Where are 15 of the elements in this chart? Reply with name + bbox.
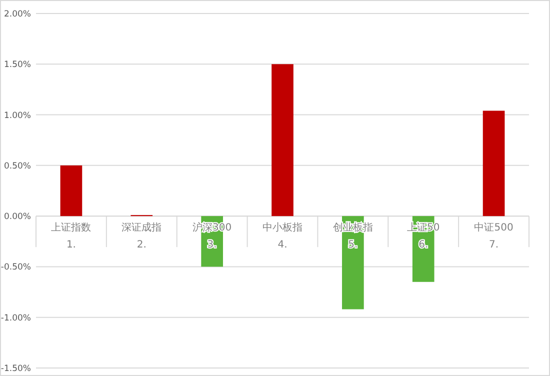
- bar: [272, 64, 294, 216]
- y-tick-label: 1.00%: [4, 110, 31, 121]
- x-tick-label: 深证成指 2.: [122, 222, 162, 251]
- y-tick-label: -1.50%: [0, 364, 31, 374]
- y-tick-label: 0.00%: [4, 212, 31, 222]
- x-tick-label: 上证指数 1.: [51, 222, 92, 251]
- y-tick-label: 2.00%: [4, 9, 31, 20]
- bar: [60, 165, 82, 216]
- y-tick-label: 0.50%: [4, 161, 31, 172]
- y-tick-label: -0.50%: [0, 262, 31, 273]
- x-tick-label: 中小板指 4.: [262, 222, 302, 251]
- bar: [482, 110, 505, 216]
- y-tick-label: 1.50%: [4, 60, 31, 70]
- y-tick-label: -1.00%: [0, 313, 31, 324]
- x-tick-label: 中证500 7.: [474, 222, 514, 251]
